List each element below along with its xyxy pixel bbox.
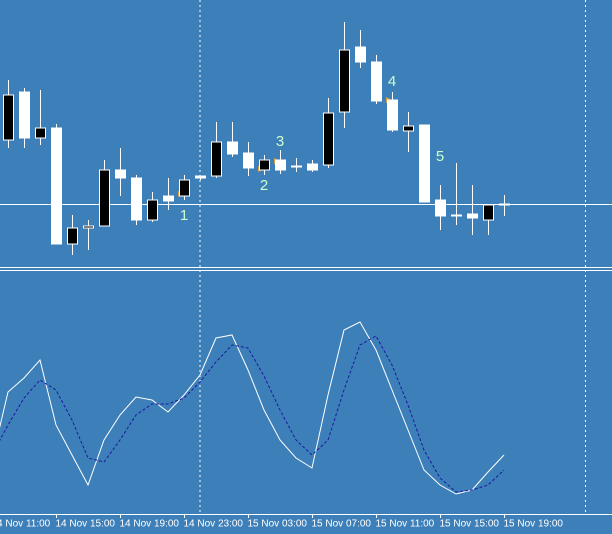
annotation: 2 <box>260 177 268 194</box>
candle-body <box>195 175 206 179</box>
candle-body <box>291 165 302 168</box>
candle-body <box>163 195 174 202</box>
candle-body <box>19 91 30 139</box>
x-tick-label: 14 Nov 23:00 <box>184 519 244 530</box>
annotation: 1 <box>180 207 188 224</box>
candle-body <box>51 127 62 245</box>
candle-body <box>403 125 414 132</box>
candle-body <box>355 46 366 63</box>
candle-body <box>83 225 94 229</box>
x-tick-label: 15 Nov 11:00 <box>376 519 435 530</box>
candle-body <box>451 214 462 217</box>
stochastic-line <box>0 321 505 495</box>
candle-body <box>387 99 398 131</box>
candle-body <box>259 159 270 171</box>
x-tick-label: 15 Nov 07:00 <box>312 519 372 530</box>
x-tick-label: 14 Nov 19:00 <box>120 519 180 530</box>
candle-body <box>275 159 286 171</box>
x-tick-label: 15 Nov 19:00 <box>504 519 564 530</box>
candle-body <box>419 124 430 203</box>
candle-body <box>307 163 318 171</box>
candle-body <box>211 141 222 177</box>
stochastic-line <box>0 335 505 493</box>
candle-body <box>483 204 494 221</box>
annotation: 5 <box>436 148 444 165</box>
candle-body <box>179 179 190 197</box>
candle-body <box>227 141 238 155</box>
candle-body <box>35 127 46 139</box>
candle-body <box>3 94 14 141</box>
annotation: 3 <box>276 133 284 150</box>
x-tick-label: 14 Nov 11:00 <box>0 519 51 530</box>
annotation: 4 <box>388 73 396 90</box>
candle-body <box>323 112 334 166</box>
candle-body <box>435 199 446 217</box>
candle-body <box>115 169 126 179</box>
candle-body <box>371 61 382 102</box>
x-tick-label: 14 Nov 15:00 <box>56 519 116 530</box>
candle-body <box>467 213 478 219</box>
candle-body <box>339 49 350 113</box>
x-tick-label: 15 Nov 15:00 <box>440 519 500 530</box>
candle-body <box>147 199 158 221</box>
candle-body <box>243 152 254 169</box>
x-tick-label: 15 Nov 03:00 <box>248 519 308 530</box>
candle-body <box>67 227 78 245</box>
candle-body <box>131 177 142 221</box>
candle-body <box>499 203 510 206</box>
candle-body <box>99 169 110 227</box>
